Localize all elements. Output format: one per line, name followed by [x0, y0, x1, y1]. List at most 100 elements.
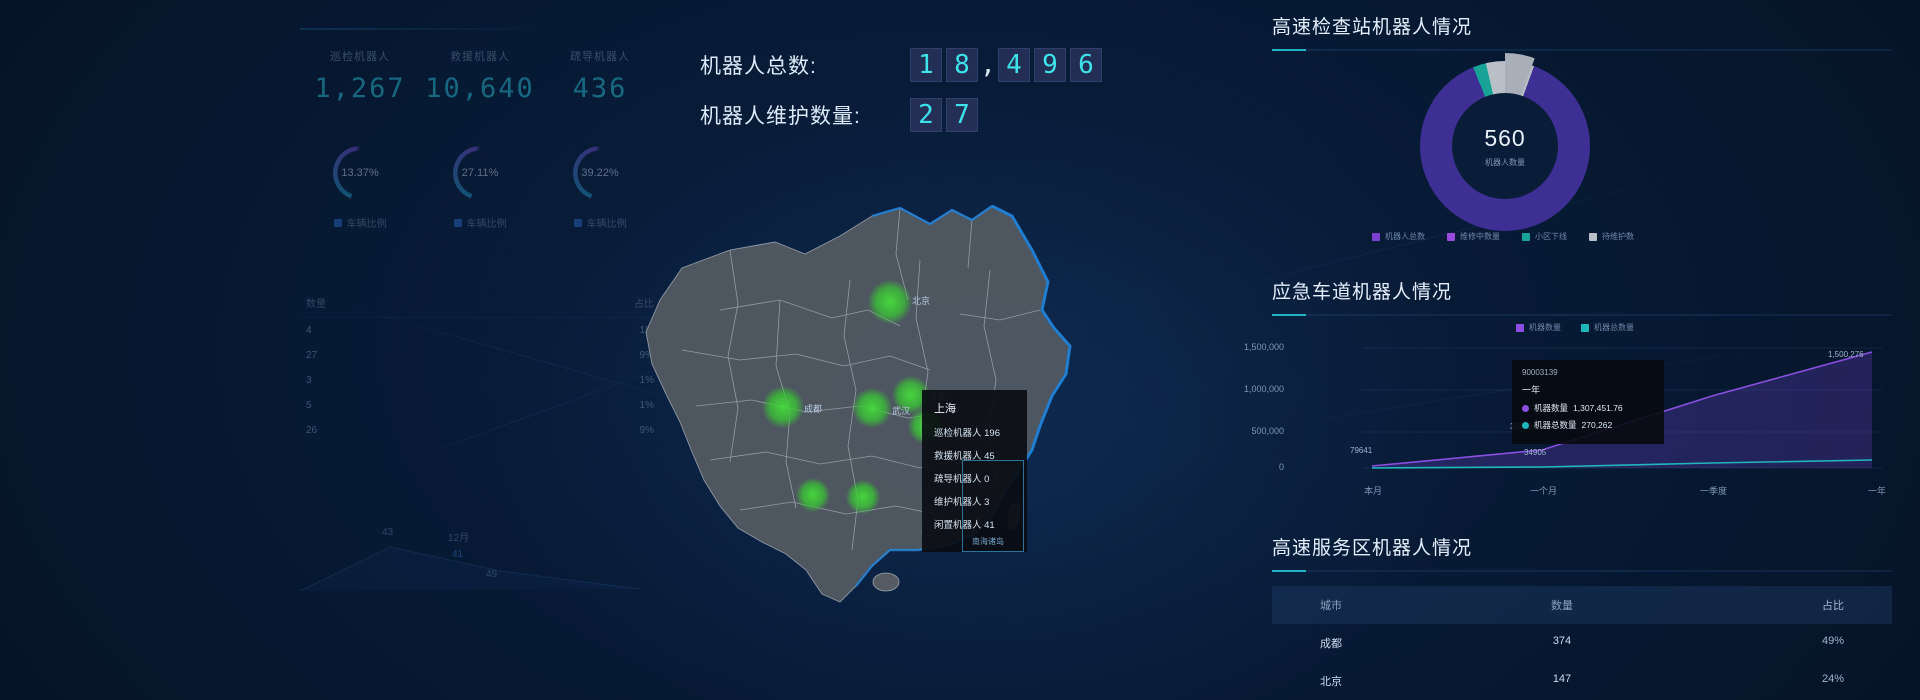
gauge-card: 27.11%	[420, 146, 540, 200]
mini-value: 43	[382, 527, 394, 538]
table-row[interactable]: 北京 147 24%	[1272, 662, 1892, 700]
legend-swatch-icon	[1516, 323, 1524, 332]
cell-city: 北京	[1320, 676, 1342, 688]
col-city: 城市	[1320, 600, 1342, 612]
kpi-label: 疏导机器人	[570, 51, 630, 63]
legend-item[interactable]: 待维护数	[1589, 231, 1634, 242]
legend-item[interactable]: 机器数量	[1516, 322, 1561, 333]
tooltip-series-name: 机器总数量	[1534, 420, 1577, 430]
legend-label: 机器数量	[1529, 323, 1561, 332]
counter-total-label: 机器人总数:	[700, 55, 817, 78]
line-chart[interactable]: 机器数量 机器总数量	[1244, 322, 1892, 507]
map-city-label: 北京	[912, 296, 931, 306]
mini-value: 49	[486, 569, 498, 580]
gauge-ring-icon	[573, 146, 627, 200]
panel-divider	[300, 28, 550, 30]
tooltip-row: 巡检机器人 196	[934, 428, 1000, 439]
section-rule	[1272, 49, 1892, 51]
digit: 8	[946, 48, 978, 82]
kpi-label: 巡检机器人	[330, 51, 390, 63]
south-sea-inset	[962, 460, 1024, 552]
service-table: 城市 数量 占比 成都 374 49% 北京 147 24% 深圳 20	[1272, 586, 1892, 700]
tooltip-row: 疏导机器人 0	[934, 474, 990, 485]
left-table-col-count: 数量	[306, 299, 326, 310]
map-city-label: 成都	[804, 404, 823, 414]
legend-label: 机器人总数	[1385, 232, 1425, 241]
tooltip-row: 维护机器人 3	[934, 497, 990, 508]
kpi-value: 436	[572, 73, 628, 104]
cell-pct: 9%	[639, 425, 654, 436]
tooltip-header: 90003139	[1522, 368, 1558, 377]
digit: 1	[910, 48, 942, 82]
digit-separator: ,	[980, 50, 996, 80]
legend-item[interactable]: 小区下线	[1522, 231, 1567, 242]
map-city-label: 武汉	[892, 406, 911, 416]
cell-count: 374	[1552, 635, 1572, 647]
gauge-legend-row: 车辆比例 车辆比例 车辆比例	[300, 215, 660, 230]
cell-percent: 24%	[1821, 673, 1844, 685]
kpi-value: 1,267	[314, 73, 406, 104]
gauge-card: 13.37%	[300, 146, 420, 200]
gauge-ring-icon	[333, 146, 387, 200]
map-hotspot[interactable]	[846, 480, 880, 514]
section-checkpoint: 高速检查站机器人情况 560 机器人数量 机器人总数 维修中数量	[1272, 0, 1892, 241]
kpi-label: 救援机器人	[450, 51, 510, 63]
section-service: 高速服务区机器人情况 城市 数量 占比 成都 374 49% 北京 147 24…	[1272, 533, 1892, 700]
section-rule	[1272, 570, 1892, 572]
cell-count: 26	[306, 425, 318, 436]
point-label: 34905	[1524, 448, 1547, 457]
left-table-header: 数量 占比	[300, 288, 660, 318]
left-mini-chart: 43 12月 41 49	[300, 513, 660, 593]
line-legend: 机器数量 机器总数量	[1516, 322, 1634, 333]
tooltip-row: 闲置机器人 41	[934, 520, 995, 531]
legend-label: 待维护数	[1602, 232, 1634, 241]
cell-count: 147	[1552, 673, 1572, 685]
mini-value: 41	[452, 549, 464, 560]
col-count: 数量	[1551, 600, 1573, 612]
china-map[interactable]: 北京 成都 武汉 南京 上海 上海 巡检机器人 196 救援机器人 45 疏导机…	[600, 150, 1240, 690]
legend-swatch-icon	[573, 218, 582, 227]
cell-count: 27	[306, 350, 318, 361]
map-hotspot[interactable]	[852, 388, 892, 428]
donut-chart[interactable]: 560 机器人数量 机器人总数 维修中数量 小区下线	[1272, 51, 1892, 241]
y-axis-tick: 1,500,000	[1243, 342, 1284, 352]
tooltip-series-value: 270,262	[1581, 420, 1613, 430]
y-axis-tick: 500,000	[1251, 426, 1284, 436]
cell-count: 3	[306, 375, 312, 386]
map-hotspot[interactable]	[762, 386, 804, 428]
table-row: 27 9%	[300, 343, 660, 368]
mini-x-label: 12月	[448, 533, 470, 544]
legend-item[interactable]: 机器人总数	[1372, 231, 1425, 242]
tooltip-row: 救援机器人 45	[934, 451, 995, 462]
y-axis-tick: 1,000,000	[1243, 384, 1284, 394]
cell-pct: 1%	[639, 375, 654, 386]
legend-item: 车辆比例	[420, 215, 540, 230]
legend-item[interactable]: 机器总数量	[1581, 322, 1634, 333]
legend-item: 车辆比例	[300, 215, 420, 230]
gauge-percent: 13.37%	[341, 167, 378, 179]
left-table: 数量 占比 4 1% 27 9% 3 1% 5 1% 26 9%	[300, 288, 660, 443]
map-hotspot[interactable]	[868, 280, 912, 324]
digit: 6	[1070, 48, 1102, 82]
counter-maintenance-digits: 2 7	[910, 98, 978, 132]
south-sea-inset-label: 南海诸岛	[972, 537, 1004, 546]
counter-total-row: 机器人总数: 1 8 , 4 9 6	[700, 48, 1102, 82]
legend-swatch-icon	[1372, 232, 1380, 241]
legend-swatch-icon	[453, 218, 462, 227]
map-hotspot[interactable]	[796, 478, 830, 512]
robot-counters: 机器人总数: 1 8 , 4 9 6 机器人维护数量: 2 7	[700, 48, 1102, 148]
cell-pct: 1%	[639, 400, 654, 411]
tooltip-series-name: 机器数量	[1534, 403, 1569, 413]
legend-label: 车辆比例	[466, 219, 507, 230]
legend-swatch-icon	[1581, 323, 1589, 332]
map-tooltip: 上海 巡检机器人 196 救援机器人 45 疏导机器人 0 维护机器人 3 闲置…	[922, 390, 1027, 552]
kpi-value: 10,640	[425, 73, 535, 104]
donut-center-label: 机器人数量	[1485, 157, 1525, 167]
legend-item[interactable]: 维修中数量	[1447, 231, 1500, 242]
digit: 7	[946, 98, 978, 132]
section-title: 高速检查站机器人情况	[1272, 17, 1473, 38]
tooltip-series-row: 机器总数量 270,262	[1522, 419, 1654, 431]
legend-label: 车辆比例	[346, 219, 387, 230]
table-row[interactable]: 成都 374 49%	[1272, 624, 1892, 662]
x-axis-tick: 一季度	[1700, 486, 1728, 496]
